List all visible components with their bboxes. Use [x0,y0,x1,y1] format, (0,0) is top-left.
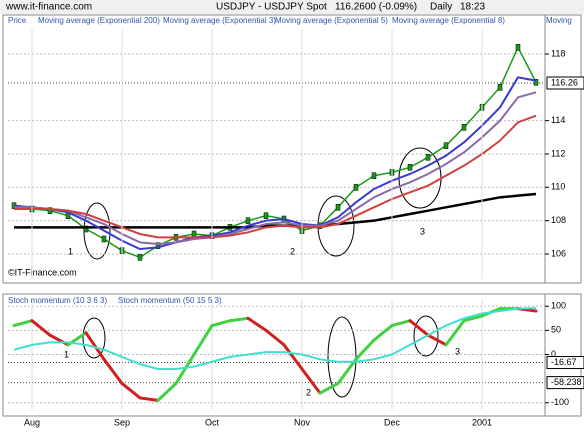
stoch-segment [138,396,160,402]
y-tick-label: 118 [551,48,565,58]
legend-entry: Moving average (Exponential 200) [38,16,160,25]
time: 18:23 [460,2,485,13]
stoch-segment [336,357,358,385]
price-marker [101,235,107,243]
highlight-ellipse [82,317,106,359]
stoch-segment [246,316,268,332]
period: Daily [430,2,452,13]
stoch-frame [2,293,582,417]
y-tick-label: 114 [551,115,565,125]
series-line [14,91,537,246]
site: www.it-finance.com [5,2,92,13]
price-marker [533,79,539,86]
stoch-segment [84,331,106,361]
stoch-segment [192,324,214,356]
annotation: 3 [420,226,425,236]
legend-entry: Moving [546,16,572,25]
price-marker [497,84,503,91]
price-marker [263,212,269,219]
price-frame [2,14,582,284]
y-tick-label: 108 [551,215,566,225]
stoch-segment [318,381,340,395]
price-marker [353,184,359,191]
y-tick-label: -100 [551,397,569,407]
y-tick-label: 112 [551,148,565,158]
stoch-segment [102,357,124,385]
y-tick-label: 110 [551,182,565,192]
series-line [13,76,537,251]
stoch-segment [210,319,232,328]
stoch-segment [408,319,430,337]
stoch-segment [174,353,196,385]
watermark: ©IT-Finance.com [8,267,77,277]
legend-entry: Stoch momentum (50 15 5 3) [118,296,222,305]
y-tick-label: 106 [551,248,566,258]
price-marker [137,254,143,261]
symbol: USDJPY - USDJPY Spot [216,2,327,13]
legend-entry: Price [8,16,27,25]
y-tick-label: -58.238 [551,377,582,387]
x-tick-label: Nov [294,417,311,427]
x-tick-label: Dec [384,417,401,427]
y-tick-label: 116.26 [551,77,578,87]
series-line [13,45,537,259]
stoch-segment [12,319,34,328]
y-tick-label: -16.67 [551,357,577,367]
price-marker [47,207,53,214]
x-tick-label: Oct [205,417,220,427]
legend-entry: Moving average (Exponential 3) [163,16,276,25]
series-line [13,307,537,370]
stoch-segment [300,367,322,395]
annotation: 1 [68,246,73,256]
price-marker [335,204,341,211]
legend-entry: Stoch momentum (10 3 6 3) [8,296,107,305]
stoch-segment [354,338,376,361]
annotation: 1 [64,349,69,359]
quote: 116.2600 (-0.09%) [335,2,417,13]
tick-badge [546,376,584,390]
stoch-segment [156,381,178,402]
price-marker [515,44,521,51]
annotation: 3 [455,346,460,356]
annotation: 2 [290,246,295,256]
x-tick-label: Aug [24,417,40,427]
stoch-segment [264,328,286,347]
stoch-segment [228,316,250,323]
price-marker [371,172,377,179]
legend-entry: Moving average (Exponential 8) [392,16,505,25]
stoch-segment [30,319,52,337]
price-marker [425,154,431,161]
stoch-segment [372,324,394,342]
y-tick-label: 50 [551,325,561,335]
price-marker [83,225,89,233]
legend-entry: Moving average (Exponential 5) [275,16,388,25]
x-tick-label: 2001 [472,417,492,427]
stoch-segment [426,333,448,347]
price-marker [461,124,467,131]
stoch-segment [120,381,142,400]
highlight-ellipse [413,315,439,357]
stoch-segment [444,319,466,347]
series-line [14,114,537,239]
price-marker [155,242,161,249]
stoch-segment [282,343,304,371]
x-tick-label: Sep [114,417,130,427]
tick-badge [546,356,584,370]
stoch-segment [390,319,412,328]
highlight-ellipse [327,316,357,398]
annotation: 2 [306,387,311,397]
y-tick-label: 0 [551,349,556,359]
stoch-segment [462,314,484,323]
header-bar [0,0,584,14]
price-marker [191,230,197,238]
price-marker [245,217,251,224]
price-marker [443,142,449,149]
price-marker [407,164,413,171]
tick-badge [546,76,584,90]
y-tick-label: 100 [551,301,566,311]
